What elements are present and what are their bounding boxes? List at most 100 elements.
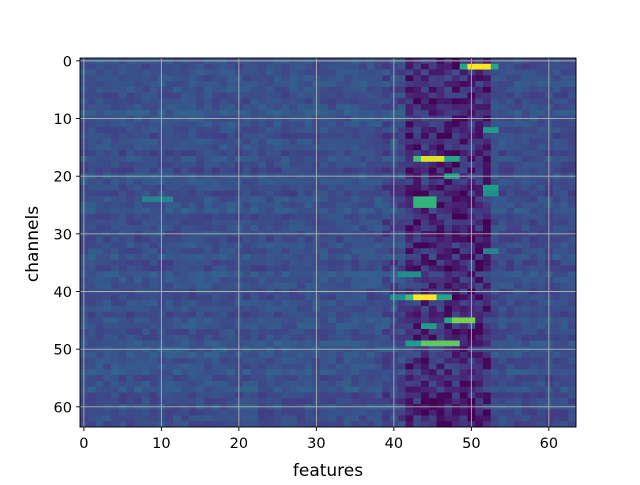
- heatmap-cell: [374, 294, 383, 301]
- heatmap-cell: [258, 98, 267, 105]
- heatmap-cell: [165, 317, 174, 324]
- heatmap-cell: [87, 144, 96, 151]
- heatmap-cell: [359, 259, 368, 266]
- heatmap-cell: [204, 104, 213, 111]
- heatmap-cell: [227, 104, 236, 111]
- heatmap-cell: [289, 144, 298, 151]
- heatmap-cell: [188, 375, 197, 382]
- heatmap-cell: [459, 254, 468, 261]
- heatmap-cell: [250, 248, 259, 255]
- heatmap-cell: [405, 352, 414, 359]
- heatmap-cell: [180, 328, 189, 336]
- heatmap-cell: [366, 236, 375, 243]
- heatmap-cell: [359, 317, 368, 324]
- heatmap-cell: [343, 127, 352, 134]
- heatmap-cell: [266, 375, 275, 382]
- heatmap-cell: [258, 225, 267, 232]
- heatmap-cell: [483, 277, 492, 284]
- heatmap-cell: [126, 259, 135, 266]
- heatmap-cell: [196, 380, 205, 388]
- heatmap-cell: [382, 311, 391, 318]
- heatmap-cell: [568, 392, 577, 399]
- heatmap-cell: [436, 380, 445, 388]
- heatmap-cell: [297, 161, 306, 168]
- heatmap-cell: [405, 305, 414, 313]
- heatmap-cell: [188, 104, 197, 111]
- heatmap-cell: [506, 190, 515, 197]
- heatmap-cell: [258, 409, 267, 416]
- heatmap-cell: [397, 86, 406, 93]
- heatmap-cell: [95, 225, 104, 232]
- heatmap-cell: [165, 340, 174, 347]
- heatmap-cell: [514, 138, 523, 145]
- heatmap-cell: [87, 375, 96, 382]
- heatmap-cell: [568, 294, 577, 301]
- heatmap-cell: [118, 282, 127, 290]
- heatmap-cell: [258, 179, 267, 186]
- heatmap-cell: [142, 127, 151, 134]
- heatmap-cell: [134, 161, 143, 168]
- heatmap-cell: [405, 254, 414, 261]
- heatmap-cell: [351, 98, 360, 105]
- heatmap-cell: [320, 277, 329, 284]
- heatmap-cell: [444, 248, 453, 255]
- heatmap-cell: [506, 63, 515, 70]
- heatmap-cell: [490, 271, 499, 278]
- heatmap-cell: [95, 421, 104, 428]
- heatmap-cell: [413, 236, 422, 243]
- heatmap-cell: [289, 369, 298, 376]
- heatmap-cell: [281, 92, 290, 99]
- heatmap-cell: [173, 334, 182, 341]
- heatmap-cell: [87, 167, 96, 174]
- heatmap-cell: [436, 242, 445, 249]
- heatmap-cell: [320, 127, 329, 134]
- heatmap-cell: [111, 334, 120, 341]
- heatmap-cell: [351, 334, 360, 341]
- heatmap-cell: [405, 190, 414, 197]
- heatmap-cell: [118, 415, 127, 422]
- heatmap-cell: [483, 75, 492, 82]
- heatmap-cell: [126, 300, 135, 307]
- heatmap-cell: [560, 75, 569, 82]
- heatmap-cell: [87, 294, 96, 301]
- heatmap-cell: [374, 392, 383, 399]
- heatmap-cell: [173, 138, 182, 145]
- heatmap-cell: [219, 196, 228, 203]
- heatmap-cell: [490, 277, 499, 284]
- heatmap-cell: [281, 98, 290, 105]
- heatmap-cell: [142, 300, 151, 307]
- heatmap-cell: [211, 81, 220, 88]
- heatmap-cell: [173, 317, 182, 324]
- heatmap-cell: [560, 98, 569, 105]
- heatmap-cell: [483, 63, 492, 70]
- heatmap-cell: [436, 259, 445, 266]
- heatmap-cell: [328, 271, 337, 278]
- heatmap-cell: [452, 138, 461, 145]
- heatmap-cell: [188, 317, 197, 324]
- heatmap-cell: [529, 190, 538, 197]
- heatmap-cell: [111, 328, 120, 336]
- heatmap-cell: [258, 132, 267, 140]
- heatmap-cell: [459, 225, 468, 232]
- heatmap-cell: [421, 363, 430, 370]
- heatmap-cell: [475, 81, 484, 88]
- heatmap-cell: [211, 421, 220, 428]
- heatmap-cell: [413, 334, 422, 341]
- heatmap-cell: [436, 334, 445, 341]
- heatmap-cell: [529, 248, 538, 255]
- heatmap-cell: [568, 375, 577, 382]
- heatmap-cell: [452, 254, 461, 261]
- heatmap-cell: [421, 259, 430, 266]
- heatmap-cell: [552, 421, 561, 428]
- heatmap-cell: [521, 415, 530, 422]
- heatmap-cell: [529, 179, 538, 186]
- heatmap-cell: [320, 305, 329, 313]
- heatmap-cell: [483, 161, 492, 168]
- heatmap-cell: [180, 98, 189, 105]
- heatmap-cell: [196, 323, 205, 330]
- heatmap-cell: [227, 317, 236, 324]
- heatmap-cell: [413, 150, 422, 157]
- heatmap-cell: [490, 259, 499, 266]
- heatmap-cell: [320, 265, 329, 272]
- heatmap-cell: [242, 334, 251, 341]
